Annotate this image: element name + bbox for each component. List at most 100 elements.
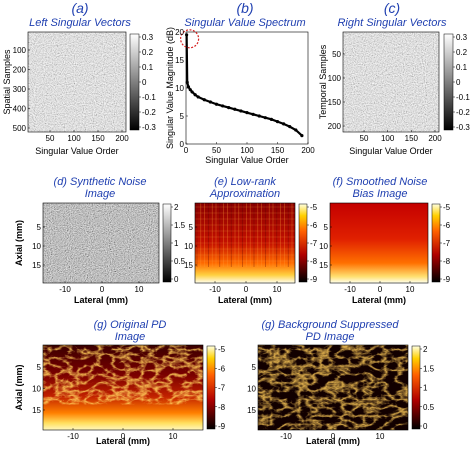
y-tick-label: 10 xyxy=(319,242,328,251)
panel-title: Bias Image xyxy=(352,188,407,200)
y-tick-label: 5 xyxy=(37,363,42,372)
data-point xyxy=(288,125,292,129)
x-tick-label: 50 xyxy=(46,134,55,143)
colorbar-tick-label: 2 xyxy=(174,203,179,212)
heatmap-image xyxy=(43,203,159,283)
heatmap-image xyxy=(330,203,428,283)
colorbar-tick-label: -8 xyxy=(218,403,226,412)
colorbar-tick-label: -6 xyxy=(218,364,226,373)
colorbar-tick-label: 1 xyxy=(423,384,428,393)
y-tick-label: 150 xyxy=(328,98,342,107)
colorbar-tick-label: 0 xyxy=(456,78,461,87)
colorbar-tick-label: -6 xyxy=(443,221,451,230)
x-tick-label: 50 xyxy=(360,134,369,143)
y-tick-label: 15 xyxy=(247,406,256,415)
y-tick-label: 5 xyxy=(252,363,257,372)
y-axis-label: Temporal Samples xyxy=(318,44,328,119)
colorbar xyxy=(443,33,454,131)
y-tick-label: 10 xyxy=(184,242,193,251)
x-tick-label: 200 xyxy=(428,134,442,143)
data-point xyxy=(269,117,273,121)
x-axis-label: Singular Value Order xyxy=(205,155,288,165)
y-axis-label: Axial (mm) xyxy=(14,220,24,266)
y-tick-label: 10 xyxy=(32,242,41,251)
x-tick-label: 200 xyxy=(301,146,315,155)
colorbar-tick-label: 0 xyxy=(142,78,147,87)
y-tick-label: 5 xyxy=(324,223,329,232)
y-axis-label: Spatial Samples xyxy=(2,49,12,115)
panel-title: PD Image xyxy=(306,331,355,343)
y-tick-label: 15 xyxy=(175,56,184,65)
colorbar-tick-label: 0.5 xyxy=(423,403,435,412)
data-point xyxy=(193,93,197,97)
colorbar-tick-label: 0 xyxy=(174,275,179,284)
panel-title: (g) Original PD xyxy=(94,319,167,331)
data-point xyxy=(263,116,267,120)
y-tick-label: 500 xyxy=(13,124,27,133)
x-axis-label: Lateral (mm) xyxy=(352,295,406,305)
data-point xyxy=(251,112,255,116)
colorbar-tick-label: 0.3 xyxy=(456,33,468,42)
x-axis-label: Lateral (mm) xyxy=(74,295,128,305)
y-tick-label: 400 xyxy=(13,105,27,114)
y-tick-label: 5 xyxy=(189,223,194,232)
y-tick-label: 15 xyxy=(32,261,41,270)
data-point xyxy=(227,106,231,110)
y-tick-label: 200 xyxy=(328,122,342,131)
colorbar-tick-label: -8 xyxy=(310,257,318,266)
x-tick-label: 150 xyxy=(405,134,419,143)
y-tick-label: 0 xyxy=(180,140,185,149)
x-tick-label: -10 xyxy=(209,285,221,294)
x-tick-label: 50 xyxy=(212,146,221,155)
heatmap-image xyxy=(28,32,126,132)
x-axis-label: Singular Value Order xyxy=(349,146,432,156)
colorbar-tick-label: -7 xyxy=(310,239,318,248)
data-point xyxy=(294,128,298,132)
data-point xyxy=(300,134,304,138)
y-tick-label: 10 xyxy=(175,84,184,93)
data-point xyxy=(185,33,189,37)
data-point xyxy=(196,95,200,99)
axes-frame xyxy=(329,202,429,284)
x-tick-label: 0 xyxy=(184,146,189,155)
y-tick-label: 5 xyxy=(37,223,42,232)
colorbar-tick-label: 0.1 xyxy=(456,63,468,72)
y-tick-label: 10 xyxy=(247,385,256,394)
y-tick-label: 100 xyxy=(328,74,342,83)
x-tick-label: 150 xyxy=(271,146,285,155)
colorbar xyxy=(431,203,441,283)
vessel-overlay xyxy=(43,345,203,405)
x-tick-label: 100 xyxy=(381,134,395,143)
x-tick-label: 200 xyxy=(115,134,129,143)
axes-frame xyxy=(42,202,160,284)
x-tick-label: 100 xyxy=(67,134,81,143)
x-tick-label: 0 xyxy=(378,285,383,294)
colorbar xyxy=(162,203,172,283)
x-tick-label: 10 xyxy=(406,285,415,294)
x-tick-label: -10 xyxy=(280,432,292,441)
y-tick-label: 15 xyxy=(32,406,41,415)
panel-title: Left Singular Vectors xyxy=(29,17,131,29)
heatmap-image xyxy=(343,32,439,132)
x-axis-label: Lateral (mm) xyxy=(306,436,360,446)
y-tick-label: 20 xyxy=(175,28,184,37)
x-tick-label: 10 xyxy=(376,432,385,441)
colorbar-tick-label: -7 xyxy=(443,239,451,248)
data-point xyxy=(275,120,280,124)
panel-letter: (a) xyxy=(71,0,88,16)
axes-frame xyxy=(194,202,296,284)
colorbar xyxy=(129,33,140,131)
data-point xyxy=(188,88,192,92)
colorbar-tick-label: -8 xyxy=(443,257,451,266)
data-point xyxy=(221,104,225,108)
x-tick-label: 10 xyxy=(135,285,144,294)
x-tick-label: 0 xyxy=(331,432,336,441)
colorbar-tick-label: -9 xyxy=(218,422,226,431)
y-axis-label: Singular Value Magnitude (dB) xyxy=(165,27,175,149)
colorbar-tick-label: -0.1 xyxy=(456,93,470,102)
data-point xyxy=(233,107,237,111)
x-axis-label: Lateral (mm) xyxy=(96,436,150,446)
axes-frame xyxy=(27,31,127,133)
vessel-overlay xyxy=(258,345,408,430)
